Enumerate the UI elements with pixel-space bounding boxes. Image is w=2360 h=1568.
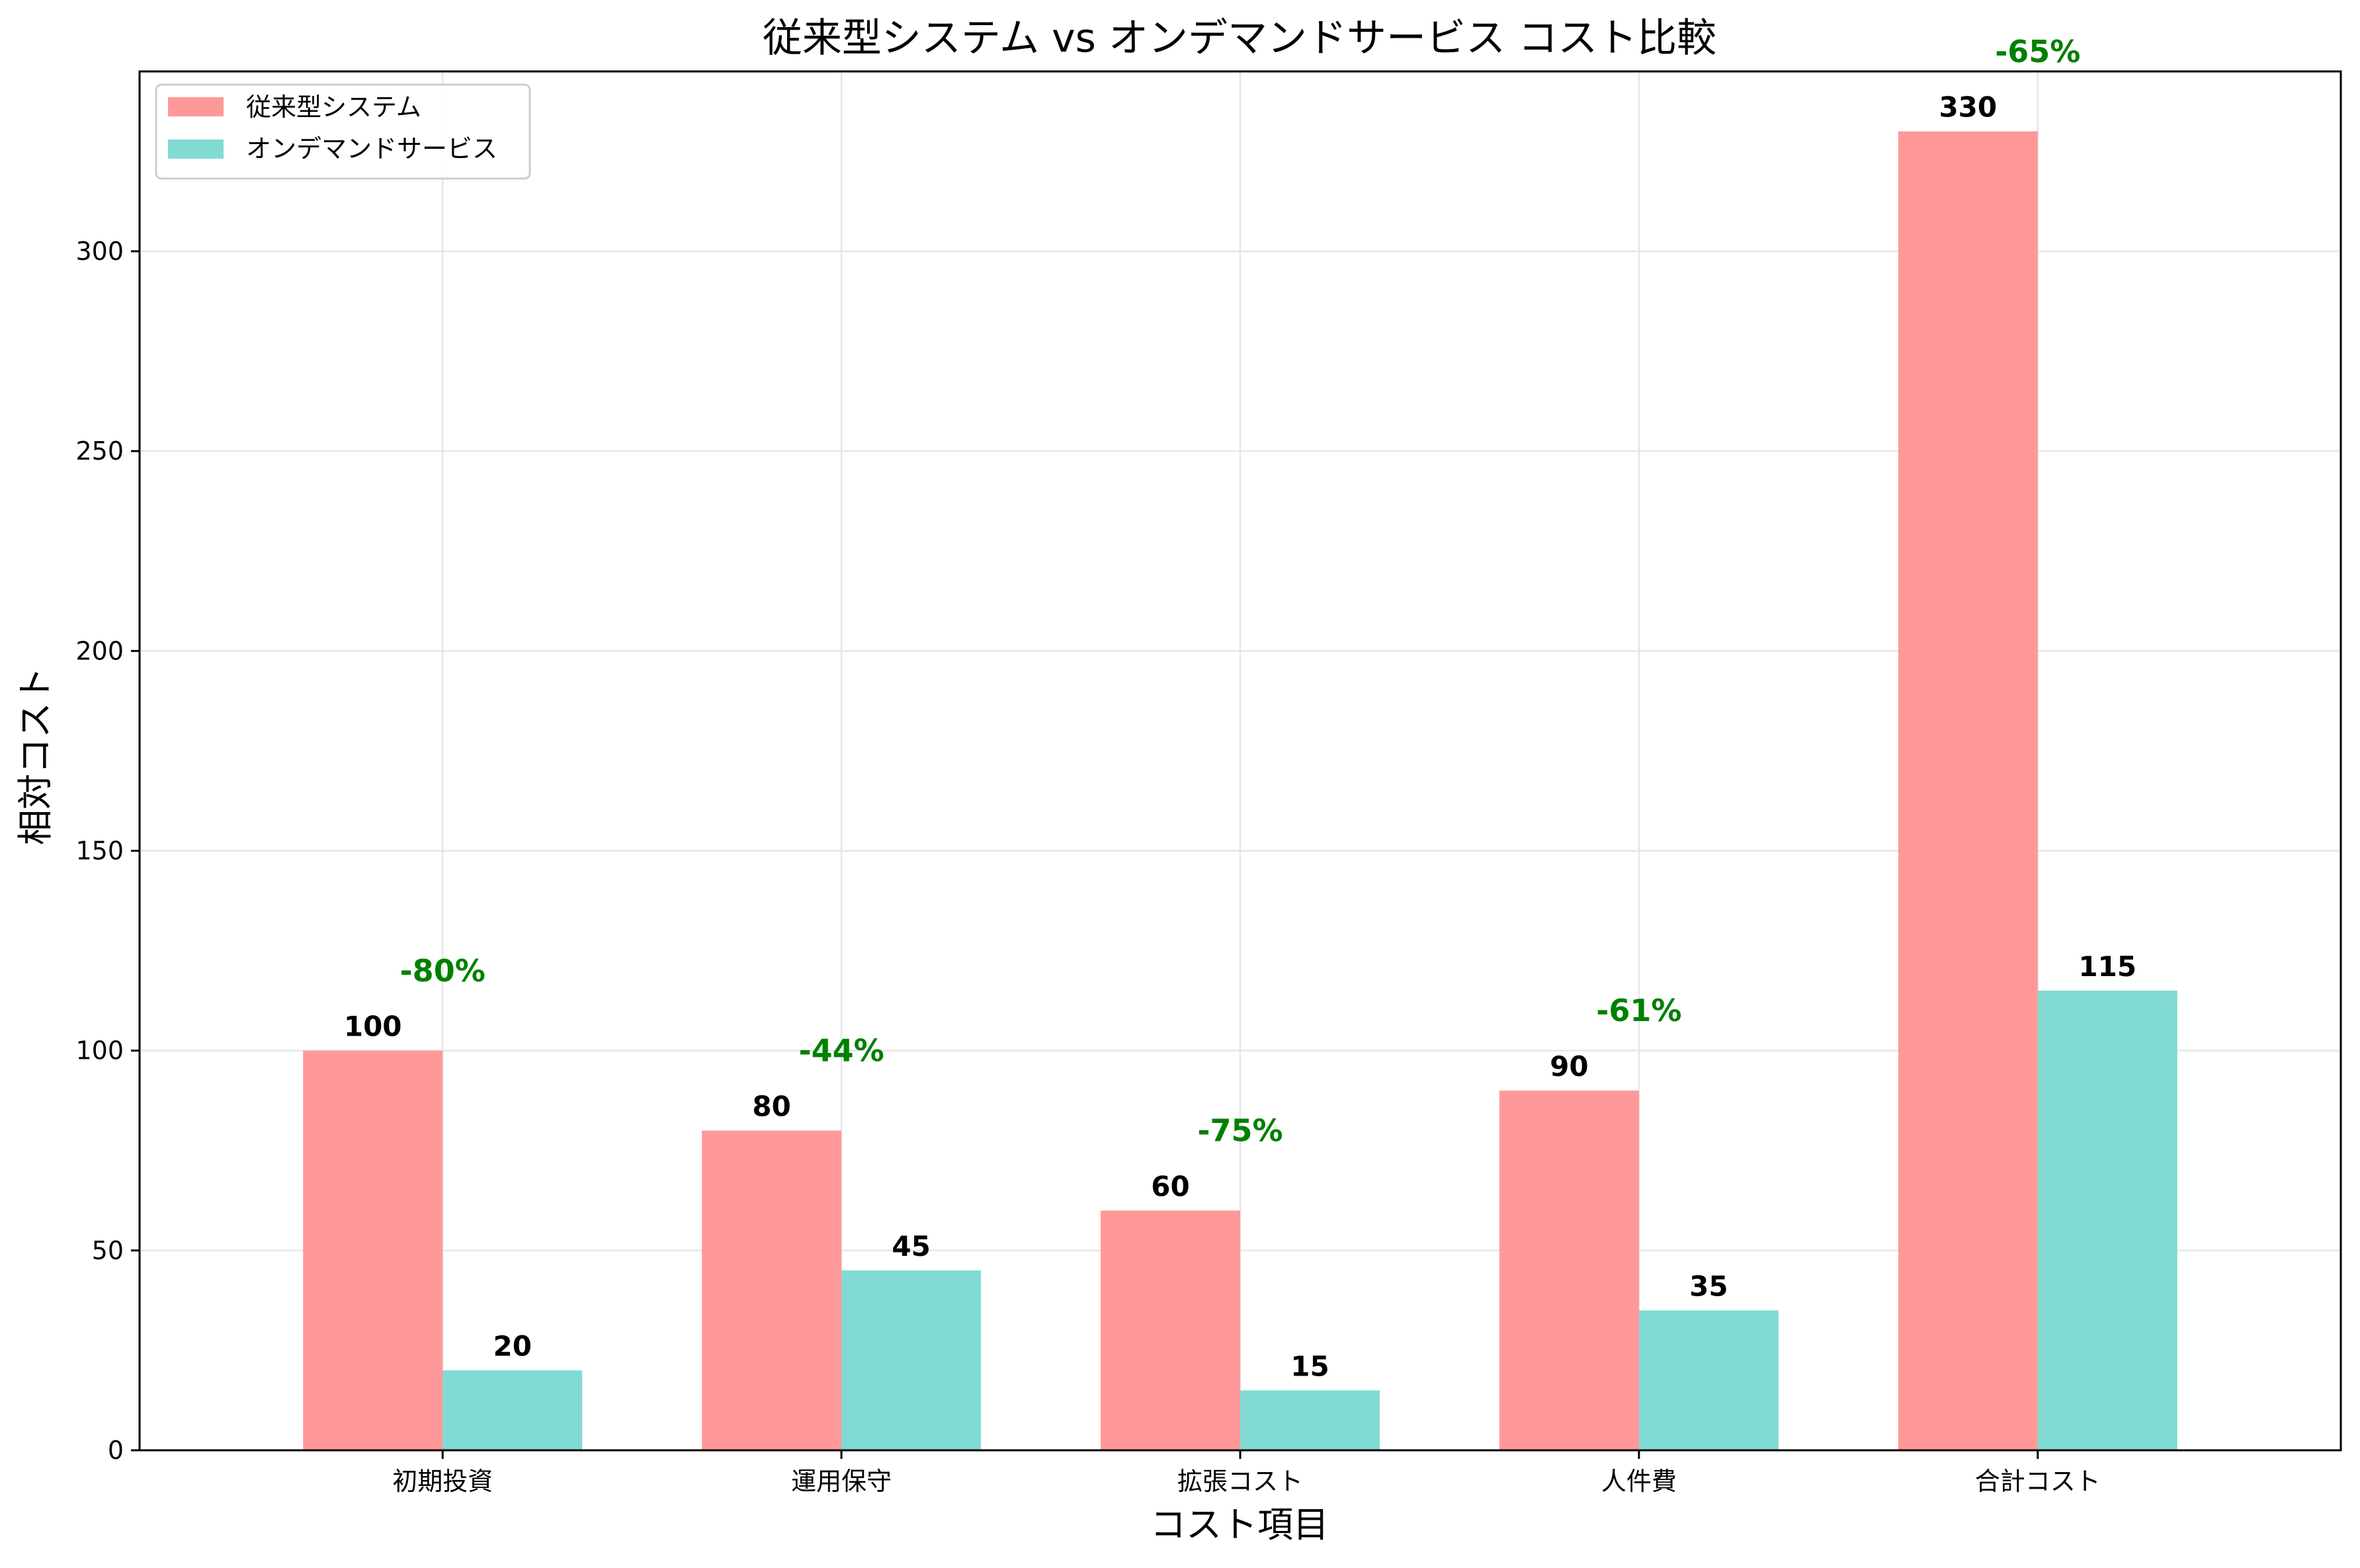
bar-ondemand (1638, 1310, 1779, 1450)
legend-label-traditional: 従来型システム (246, 93, 421, 122)
y-axis-title: 相対コスト (15, 667, 56, 845)
y-tick-label: 150 (75, 836, 124, 865)
x-tick-label: 合計コスト (1975, 1467, 2101, 1496)
x-tick-label: 人件費 (1601, 1467, 1677, 1496)
x-tick-label: 初期投資 (392, 1467, 493, 1496)
value-label-ondemand: 115 (2078, 950, 2136, 983)
value-label-traditional: 330 (1939, 91, 1997, 124)
y-tick-label: 0 (108, 1436, 124, 1465)
legend-swatch-traditional (168, 97, 224, 116)
reduction-label: -75% (1197, 1113, 1283, 1149)
x-tick-label: 運用保守 (791, 1467, 892, 1496)
reduction-label: -65% (1995, 34, 2080, 69)
x-tick-label: 拡張コスト (1177, 1467, 1303, 1496)
value-label-traditional: 90 (1550, 1050, 1588, 1083)
bar-ondemand (1240, 1390, 1380, 1450)
value-label-ondemand: 35 (1689, 1270, 1728, 1302)
bar-traditional (702, 1130, 842, 1450)
y-tick-label: 250 (75, 436, 124, 466)
legend: 従来型システム オンデマンドサービス (155, 83, 531, 180)
chart-title: 従来型システム vs オンデマンドサービス コスト比較 (763, 15, 1716, 62)
value-label-ondemand: 15 (1290, 1350, 1329, 1382)
value-label-traditional: 80 (752, 1091, 790, 1123)
reduction-label: -44% (798, 1033, 884, 1069)
bar-ondemand (2037, 991, 2177, 1450)
bars (303, 131, 2177, 1450)
value-label-traditional: 60 (1151, 1170, 1189, 1202)
x-axis-title: コスト項目 (1150, 1504, 1329, 1546)
value-label-ondemand: 20 (493, 1330, 531, 1362)
y-tick-label: 300 (75, 237, 124, 266)
bar-labels: 100 80 60 90 330 20 45 15 35 115 -80% -44% -75% -61% -… (344, 34, 2136, 1383)
value-label-traditional: 100 (344, 1011, 402, 1043)
bar-traditional (1898, 131, 2038, 1450)
reduction-label: -80% (400, 953, 485, 989)
bar-traditional (303, 1050, 443, 1450)
legend-swatch-ondemand (168, 140, 224, 159)
reduction-label: -61% (1596, 993, 1681, 1028)
bar-ondemand (442, 1370, 583, 1450)
axes: 0 50 100 150 200 250 300 初期投資 運用保守 拡張コスト 人件費 合計コスト (75, 70, 2342, 1496)
y-tick-label: 200 (75, 636, 124, 665)
legend-label-ondemand: オンデマンドサービス (246, 134, 497, 163)
bar-ondemand (841, 1270, 982, 1450)
bar-traditional (1100, 1210, 1240, 1450)
y-tick-label: 50 (92, 1236, 124, 1265)
y-tick-label: 100 (75, 1036, 124, 1065)
bar-traditional (1499, 1091, 1639, 1450)
value-label-ondemand: 45 (892, 1230, 930, 1262)
legend-frame (155, 83, 531, 180)
